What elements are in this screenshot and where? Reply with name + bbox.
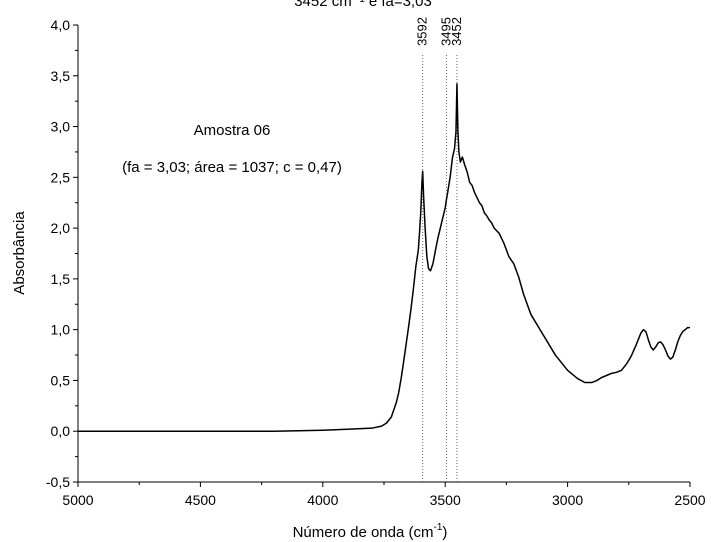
y-tick-label: 1,0 [51,322,71,338]
peak-label: 3452 [449,17,464,46]
y-tick-label: 4,0 [51,17,71,33]
y-tick-label: 0,0 [51,423,71,439]
x-axis-label-tail: ) [442,524,447,541]
y-tick-label: 2,5 [51,169,71,185]
chart-title: 3452 cm⁻¹ e fa=3,03 [294,0,432,10]
y-tick-label: 1,5 [51,271,71,287]
x-tick-label: 4500 [185,492,216,508]
absorbance-series-line [78,83,690,432]
peak-label: 3592 [415,17,430,46]
y-ticks: -0,5 0,0 0,5 1,0 1,5 2,0 2,5 3,0 3,5 4,0 [46,17,78,490]
y-tick-label: -0,5 [46,474,70,490]
y-axis-label: Absorbância [11,211,28,295]
y-tick-label: 3,0 [51,119,71,135]
y-tick-label: 0,5 [51,372,71,388]
y-tick-label: 3,5 [51,68,71,84]
x-tick-label: 3000 [552,492,583,508]
x-axis-label-main: Número de onda (cm [293,524,434,541]
x-axis-label: Número de onda (cm-1) [293,522,448,541]
x-tick-label: 2500 [674,492,705,508]
x-tick-label: 4000 [307,492,338,508]
axes [77,25,690,483]
x-axis-label-sup: -1 [434,522,443,533]
peak-label: 3495 [438,17,453,46]
x-tick-label: 5000 [62,492,93,508]
y-tick-label: 2,0 [51,220,71,236]
annotation-sample: Amostra 06 [194,122,271,139]
annotation-params: (fa = 3,03; área = 1037; c = 0,47) [122,159,342,176]
x-ticks: 5000 4500 4000 3500 3000 2500 [62,482,706,508]
x-tick-label: 3500 [430,492,461,508]
